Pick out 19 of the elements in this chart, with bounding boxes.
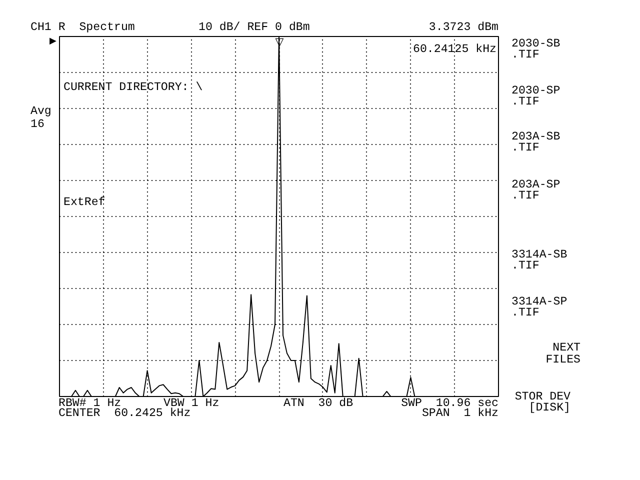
text: NEXT FILES	[546, 341, 581, 367]
text: Avg 16	[30, 104, 52, 132]
text: 10 dB/ REF 0 dBm	[198, 21, 310, 34]
text: 3.3723 dBm	[428, 21, 499, 34]
text: 2030-SP .TIF	[512, 84, 560, 109]
text: 203A-SP .TIF	[512, 178, 560, 203]
text: 3314A-SP .TIF	[512, 295, 568, 320]
text: STOR DEV [DISK]	[514, 390, 571, 415]
annotation: 60.24125 kHz	[413, 43, 497, 56]
text: ▶	[50, 36, 57, 46]
text: CENTER 60.2425 kHz	[58, 407, 191, 420]
annotation: ExtRef	[64, 196, 106, 209]
text: 3314A-SB .TIF	[512, 248, 568, 273]
text: ATN 30 dB	[284, 397, 354, 410]
chart-title: CH1 R Spectrum	[30, 21, 135, 34]
annotation: CURRENT DIRECTORY: \	[64, 81, 203, 94]
text: 2030-SB .TIF	[512, 37, 560, 62]
text: SPAN 1 kHz	[422, 407, 499, 420]
text: 203A-SB .TIF	[512, 130, 560, 155]
